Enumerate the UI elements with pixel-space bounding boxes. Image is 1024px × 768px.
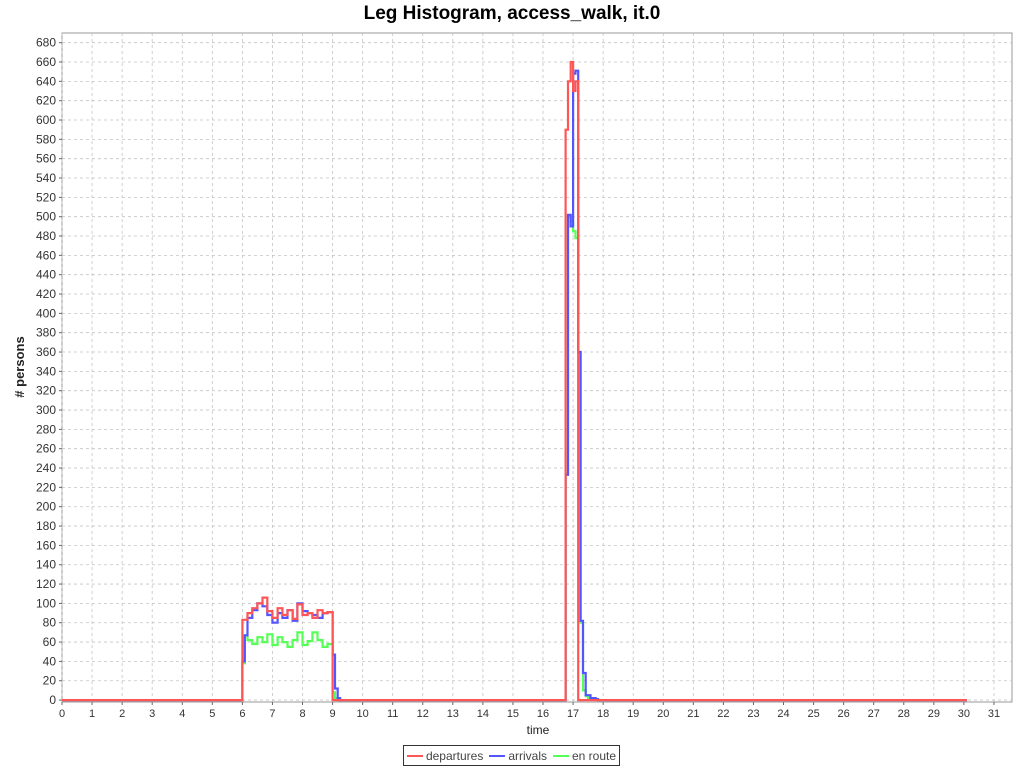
y-tick-label: 660	[36, 55, 56, 69]
x-axis-label: time	[527, 723, 550, 737]
x-tick-label: 16	[537, 708, 549, 720]
legend-swatch-departures	[406, 754, 423, 757]
y-tick-label: 280	[36, 422, 56, 436]
x-tick-label: 14	[477, 708, 489, 720]
x-tick-label: 21	[687, 708, 699, 720]
legend-item-departures: departures	[406, 748, 484, 763]
x-tick-label: 31	[988, 708, 1000, 720]
x-tick-label: 18	[597, 708, 609, 720]
x-tick-label: 1	[89, 708, 95, 720]
x-tick-label: 13	[447, 708, 459, 720]
x-tick-label: 10	[357, 708, 369, 720]
x-tick-label: 26	[838, 708, 850, 720]
x-tick-label: 12	[417, 708, 429, 720]
y-tick-label: 260	[36, 442, 56, 456]
y-tick-label: 180	[36, 519, 56, 533]
x-tick-label: 4	[179, 708, 185, 720]
x-tick-label: 11	[387, 708, 398, 720]
y-tick-label: 20	[43, 674, 57, 688]
x-tick-label: 19	[627, 708, 639, 720]
y-tick-label: 100	[36, 596, 56, 610]
y-tick-label: 320	[36, 384, 56, 398]
chart-title: Leg Histogram, access_walk, it.0	[364, 3, 661, 24]
y-tick-label: 580	[36, 132, 56, 146]
series-lines	[62, 60, 967, 702]
y-tick-label: 400	[36, 306, 56, 320]
y-tick-label: 520	[36, 190, 56, 204]
y-tick-label: 540	[36, 171, 56, 185]
y-tick-label: 380	[36, 326, 56, 340]
y-axis-label: # persons	[12, 336, 27, 397]
y-tick-label: 60	[43, 635, 57, 649]
legend-label-departures: departures	[425, 748, 484, 763]
grid-lines	[61, 33, 1012, 702]
y-tick-label: 0	[49, 693, 56, 707]
x-tick-label: 3	[149, 708, 155, 720]
y-tick-label: 440	[36, 268, 56, 282]
y-axis-ticks: 0 20 40 60 80 100 120 140 160 180 200 220 240 260 280 3…	[36, 36, 62, 707]
y-tick-label: 640	[36, 74, 56, 88]
x-tick-label: 7	[269, 708, 275, 720]
x-tick-label: 30	[958, 708, 970, 720]
y-tick-label: 620	[36, 94, 56, 108]
x-tick-label: 28	[898, 708, 910, 720]
x-tick-label: 17	[567, 708, 579, 720]
x-tick-label: 27	[868, 708, 880, 720]
plot-area	[61, 32, 1013, 703]
legend-swatch-arrivals	[489, 754, 506, 757]
y-tick-label: 300	[36, 403, 56, 417]
y-tick-label: 480	[36, 229, 56, 243]
legend-item-arrivals: arrivals	[489, 749, 547, 763]
y-tick-label: 420	[36, 287, 56, 301]
y-tick-label: 600	[36, 113, 56, 127]
y-tick-label: 160	[36, 538, 56, 552]
y-tick-label: 680	[36, 36, 56, 50]
legend-label-en-route: en route	[572, 748, 617, 763]
x-tick-label: 8	[299, 708, 305, 720]
legend-swatch-en-route	[553, 754, 569, 757]
x-tick-label: 0	[59, 708, 65, 720]
x-tick-label: 20	[657, 708, 669, 720]
y-tick-label: 140	[36, 558, 56, 572]
legend-label-arrivals: arrivals	[508, 748, 547, 763]
series-line-arrivals	[62, 69, 967, 702]
chart-legend: departures arrivals en route	[403, 745, 620, 766]
y-tick-label: 340	[36, 364, 56, 378]
y-tick-label: 240	[36, 461, 56, 475]
x-tick-label: 6	[239, 708, 245, 720]
x-tick-label: 15	[507, 708, 519, 720]
x-tick-label: 22	[717, 708, 729, 720]
x-tick-label: 24	[777, 708, 789, 720]
y-tick-label: 500	[36, 210, 56, 224]
legend-item-en-route: en route	[553, 749, 616, 763]
y-tick-label: 220	[36, 480, 56, 494]
y-tick-label: 200	[36, 500, 56, 514]
x-tick-label: 25	[807, 708, 819, 720]
y-tick-label: 360	[36, 345, 56, 359]
series-line-departures	[62, 60, 967, 702]
y-tick-label: 120	[36, 577, 56, 591]
x-tick-label: 5	[209, 708, 215, 720]
y-tick-label: 40	[43, 654, 57, 668]
y-tick-label: 460	[36, 248, 56, 262]
y-tick-label: 80	[43, 616, 57, 630]
x-axis-ticks: 0 1 2 3 4 5 6 7 8 9 10 11 12 13 14 15 16 17 18 19 20 21 22 23 24…	[59, 702, 1000, 720]
x-tick-label: 29	[928, 708, 940, 720]
x-tick-label: 23	[747, 708, 759, 720]
y-tick-label: 560	[36, 152, 56, 166]
x-tick-label: 2	[119, 708, 125, 720]
x-tick-label: 9	[330, 708, 336, 720]
